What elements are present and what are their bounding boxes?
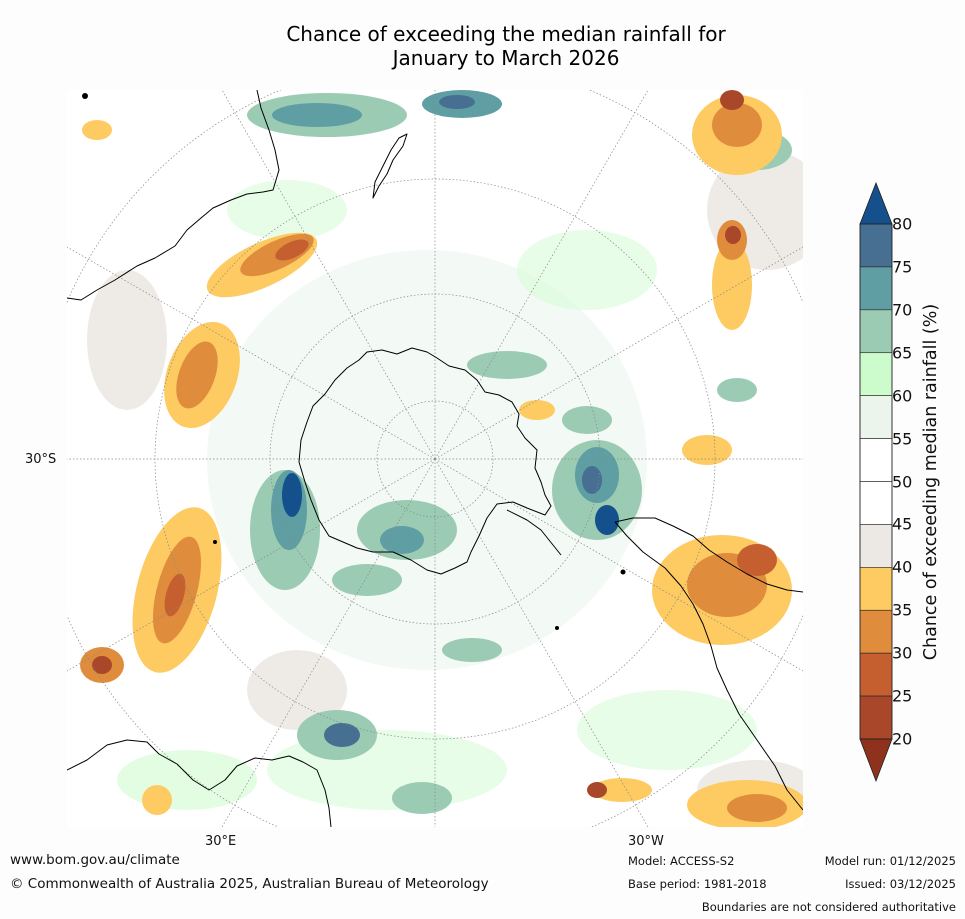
footer-model-run: Model run: 01/12/2025 <box>824 854 956 868</box>
map-canvas <box>67 90 803 827</box>
footer-model: Model: ACCESS-S2 <box>628 854 735 868</box>
colorbar-tick-70: 70 <box>892 300 913 320</box>
antarctica-coastline <box>298 347 552 575</box>
colorbar-tick-20: 20 <box>892 729 913 749</box>
colorbar-bin-70-75 <box>859 266 893 311</box>
footer-issued: Issued: 03/12/2025 <box>845 877 956 891</box>
new-zealand-coastline <box>372 133 408 199</box>
australia-coastline <box>67 739 332 827</box>
antarctic-peninsula-coastline <box>506 509 562 556</box>
colorbar-tick-25: 25 <box>892 686 913 706</box>
colorbar-tick-50: 50 <box>892 472 913 491</box>
rainfall-map[interactable] <box>67 90 803 827</box>
coastlines <box>67 90 803 827</box>
lat-label-30s: 30°S <box>25 452 57 467</box>
wet-anomaly-layer <box>247 90 792 814</box>
colorbar-tick-40: 40 <box>892 557 913 577</box>
colorbar-bin-65-70 <box>859 309 893 354</box>
lon-label-30e: 30°E <box>205 834 237 849</box>
colorbar-bin-50-55 <box>859 438 893 482</box>
graticule <box>67 90 803 827</box>
colorbar-tick-55: 55 <box>892 429 913 449</box>
colorbar-bin-45-50 <box>859 481 893 525</box>
islands <box>82 93 626 630</box>
footer-disclaimer: Boundaries are not considered authoritat… <box>701 900 956 914</box>
dry-anomaly-layer <box>80 90 803 827</box>
colorbar-tick-60: 60 <box>892 386 913 406</box>
colorbar-label: Chance of exceeding median rainfall (%) <box>921 303 941 661</box>
colorbar-tick-35: 35 <box>892 600 913 620</box>
colorbar-tick-80: 80 <box>892 214 913 234</box>
africa-coastline <box>67 90 280 301</box>
footer-base-period: Base period: 1981-2018 <box>628 877 767 891</box>
lon-label-30w: 30°W <box>628 834 664 849</box>
colorbar-bin-20-25 <box>859 695 893 740</box>
colorbar-tick-45: 45 <box>892 514 913 534</box>
colorbar-bin-25-30 <box>859 652 893 697</box>
colorbar-bin-75-80 <box>859 223 893 268</box>
colorbar-bin-60-65 <box>859 352 893 396</box>
map-title: Chance of exceeding the median rainfall … <box>200 22 812 70</box>
map-title-line2: January to March 2026 <box>392 46 620 70</box>
colorbar-tick-75: 75 <box>892 257 913 277</box>
colorbar-bin-35-40 <box>859 567 893 611</box>
footer-copyright: © Commonwealth of Australia 2025, Austra… <box>10 876 489 892</box>
colorbar-bin-55-60 <box>859 395 893 439</box>
colorbar-bin-40-45 <box>859 524 893 568</box>
colorbar-over-arrow <box>859 181 893 225</box>
colorbar-under-arrow <box>859 738 893 783</box>
colorbar-tick-65: 65 <box>892 343 913 363</box>
footer-url[interactable]: www.bom.gov.au/climate <box>10 852 180 868</box>
south-america-coastline <box>614 517 803 811</box>
colorbar-outline <box>859 223 893 740</box>
map-title-line1: Chance of exceeding the median rainfall … <box>286 22 726 46</box>
colorbar-tick-30: 30 <box>892 643 913 663</box>
colorbar-bin-30-35 <box>859 609 893 654</box>
